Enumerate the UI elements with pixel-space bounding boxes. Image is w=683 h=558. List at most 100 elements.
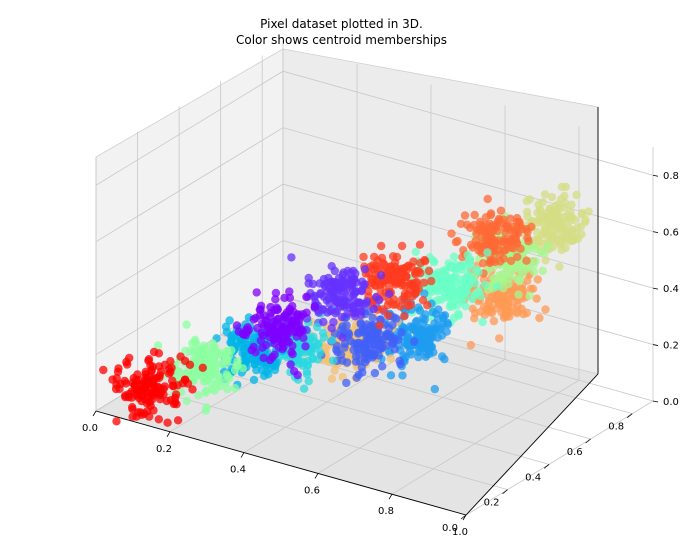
gridline-z: [95, 70, 654, 186]
data-point: [154, 388, 164, 398]
data-point: [461, 302, 470, 311]
data-point: [420, 289, 429, 298]
data-point: [155, 371, 165, 380]
data-point: [466, 340, 476, 350]
data-point: [442, 273, 451, 282]
data-point: [260, 371, 269, 381]
data-point: [389, 269, 399, 278]
data-point: [476, 220, 485, 230]
data-point: [356, 318, 365, 328]
data-point: [127, 393, 136, 402]
data-point: [395, 356, 404, 366]
data-point: [194, 391, 203, 400]
data-point: [342, 378, 351, 388]
data-point: [282, 330, 291, 339]
data-point: [390, 345, 399, 354]
data-point: [405, 322, 415, 331]
cluster-points: [345, 240, 436, 330]
data-point: [192, 339, 201, 349]
data-point: [492, 282, 502, 291]
z-tick-label: 0.8: [663, 171, 679, 182]
data-point: [453, 236, 462, 246]
data-point: [360, 357, 370, 367]
data-point: [512, 225, 521, 235]
data-point: [354, 338, 363, 347]
y-tick: [585, 438, 591, 444]
y-tick-label: 0.8: [608, 422, 624, 433]
data-point: [181, 375, 190, 384]
data-point: [556, 218, 566, 228]
data-point: [141, 377, 150, 386]
data-point: [176, 352, 185, 361]
data-point: [345, 293, 354, 302]
data-point: [414, 284, 423, 293]
data-point: [449, 264, 458, 273]
data-point: [364, 286, 373, 296]
z-tick: [652, 174, 659, 177]
data-point: [426, 326, 436, 335]
data-point: [460, 211, 470, 220]
data-point: [533, 275, 542, 284]
data-point: [402, 339, 412, 349]
data-point: [514, 290, 523, 299]
data-point: [230, 384, 240, 393]
data-point: [405, 279, 415, 288]
data-point: [466, 255, 475, 264]
data-point: [506, 214, 515, 223]
data-point: [128, 403, 137, 412]
x-axis-line: [95, 410, 467, 516]
cluster-points: [287, 253, 394, 342]
y-tick-label: 0.6: [567, 447, 583, 458]
data-point: [559, 236, 568, 245]
data-point: [294, 347, 304, 356]
data-point: [499, 277, 508, 286]
data-point: [414, 347, 423, 357]
y-tick: [502, 489, 508, 494]
cluster-points: [512, 182, 593, 271]
data-point: [202, 386, 211, 395]
data-point: [513, 274, 522, 283]
data-point: [346, 268, 355, 278]
data-point: [487, 303, 496, 312]
y-tick: [543, 464, 550, 469]
data-point: [263, 323, 272, 332]
data-point: [529, 261, 538, 270]
data-point: [167, 363, 176, 372]
data-point: [266, 312, 275, 321]
data-point: [299, 384, 309, 393]
data-point: [233, 357, 242, 366]
data-point: [480, 280, 490, 290]
data-point: [108, 375, 117, 384]
chart-title-line-2: Color shows centroid memberships: [235, 33, 448, 47]
data-point: [148, 394, 157, 404]
data-point: [304, 377, 313, 386]
data-point: [265, 355, 275, 365]
data-point: [271, 288, 281, 298]
data-point: [375, 321, 384, 330]
data-point: [319, 292, 328, 301]
data-point: [470, 210, 479, 220]
data-point: [445, 302, 455, 311]
data-point: [319, 274, 329, 284]
data-point: [415, 240, 425, 249]
y-axis-line: [465, 373, 599, 516]
z-tick: [652, 287, 659, 290]
data-point: [378, 362, 387, 371]
data-point: [533, 228, 542, 237]
data-point: [513, 252, 522, 262]
data-point: [278, 324, 287, 333]
data-point: [417, 339, 427, 348]
data-point: [397, 241, 407, 251]
data-point: [357, 286, 366, 296]
gridline-z: [95, 240, 654, 355]
x-tick-label: 0.2: [156, 444, 172, 455]
data-point: [411, 247, 420, 256]
data-point: [515, 217, 524, 227]
data-point: [134, 393, 144, 403]
data-point: [222, 370, 231, 379]
data-point: [181, 346, 190, 355]
data-point: [427, 276, 436, 286]
data-point: [410, 337, 419, 346]
data-point: [310, 302, 320, 311]
data-point: [342, 321, 351, 330]
